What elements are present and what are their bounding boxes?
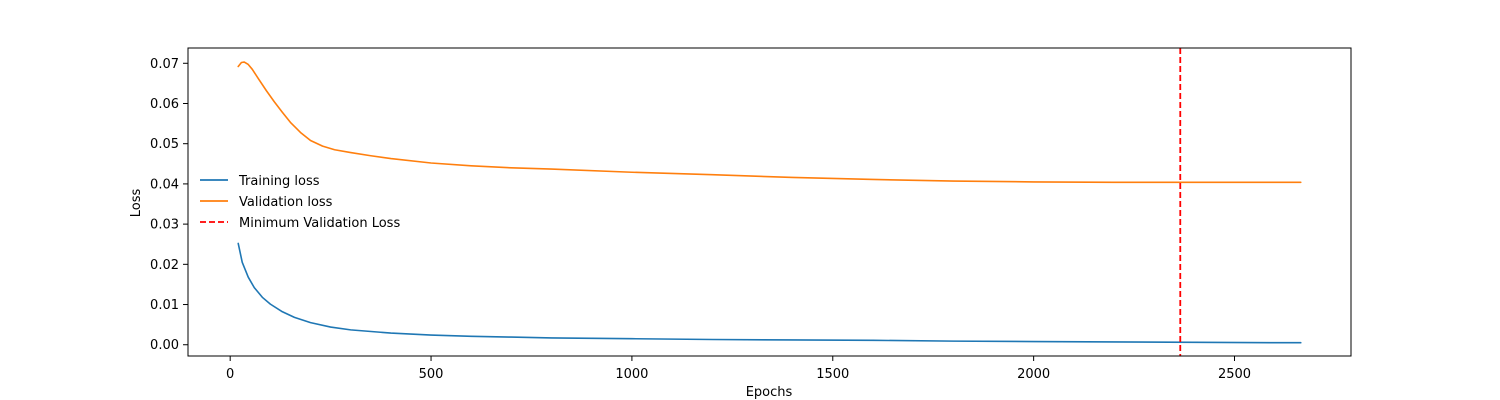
- y-tick-label: 0.07: [150, 57, 179, 72]
- legend-label: Training loss: [238, 174, 320, 189]
- validation-loss-line: [237, 61, 1302, 184]
- y-tick-label: 0.02: [150, 258, 179, 273]
- x-axis-title: Epochs: [746, 385, 793, 400]
- y-tick-label: 0.05: [150, 137, 179, 152]
- y-tick-label: 0.01: [150, 298, 179, 313]
- x-tick-label: 500: [419, 367, 444, 382]
- x-tick-label: 0: [226, 367, 234, 382]
- legend-label: Validation loss: [239, 195, 333, 210]
- training-loss-line: [237, 242, 1302, 344]
- y-axis-title: Loss: [129, 189, 144, 218]
- x-tick-label: 2500: [1218, 367, 1251, 382]
- x-tick-label: 1000: [615, 367, 648, 382]
- x-tick-label: 2000: [1017, 367, 1050, 382]
- y-axis: 0.00 0.01 0.02 0.03 0.04 0.05 0.06 0.07: [150, 57, 188, 353]
- x-axis: 0 500 1000 1500 2000 2500: [226, 356, 1251, 382]
- plot-frame: [187, 47, 1352, 357]
- legend: Training loss Validation loss Minimum Vali…: [200, 174, 400, 231]
- y-tick-label: 0.00: [150, 338, 179, 353]
- y-tick-label: 0.04: [150, 177, 179, 192]
- y-tick-label: 0.03: [150, 218, 179, 233]
- y-tick-label: 0.06: [150, 97, 179, 112]
- x-tick-label: 1500: [816, 367, 849, 382]
- legend-label: Minimum Validation Loss: [239, 216, 400, 231]
